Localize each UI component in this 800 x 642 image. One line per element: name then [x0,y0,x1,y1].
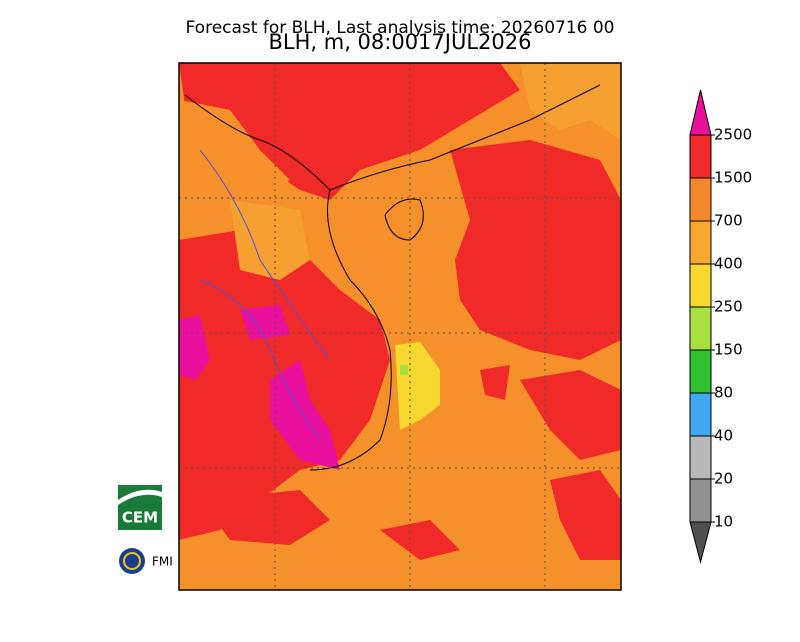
map-frame [178,62,622,591]
cem-logo-text: CEM [122,509,158,527]
colorbar-label: 250 [714,298,743,316]
colorbar-label: 400 [714,255,743,273]
colorbar-label: 20 [714,470,733,488]
colorbar-label: 80 [714,384,733,402]
title: Forecast for BLH, Last analysis time: 20… [186,18,615,38]
colorbar-label: 150 [714,341,743,359]
fmi-logo [119,548,145,574]
colorbar: 2500 1500 700 400 250 150 80 40 20 10 [689,89,752,564]
colorbar-segment [689,220,712,265]
colorbar-label: 1500 [714,169,752,187]
colorbar-label: 700 [714,212,743,230]
colorbar-label: 10 [714,513,733,531]
colorbar-segment [689,177,712,222]
colorbar-segment [689,435,712,480]
fmi-logo-text: FMI [152,555,173,569]
colorbar-segment [689,134,712,179]
colorbar-segment [689,263,712,308]
colorbar-segment [689,392,712,437]
colorbar-segment [689,349,712,394]
colorbar-segment [689,478,712,523]
colorbar-label: 40 [714,427,733,445]
map-field [179,63,621,590]
colorbar-bottom-arrow [689,521,712,564]
colorbar-top-arrow [689,89,712,136]
colorbar-segment [689,306,712,351]
subtitle: BLH, m, 08:0017JUL2026 [268,30,531,54]
colorbar-label: 2500 [714,126,752,144]
